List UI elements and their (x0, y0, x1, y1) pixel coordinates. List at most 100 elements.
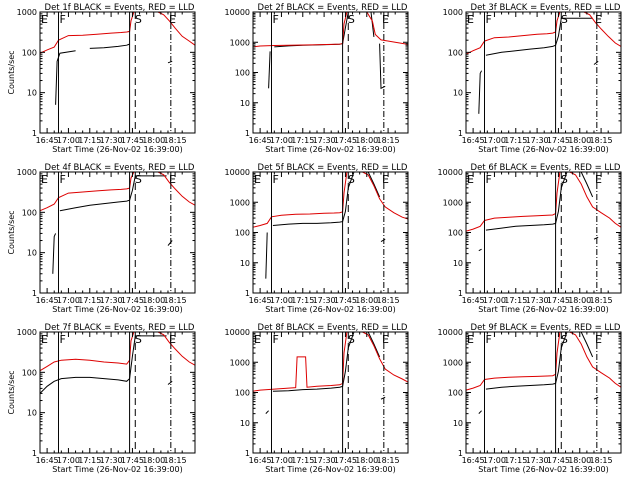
y-tick-label: 1000 (230, 358, 250, 367)
plot-frame (465, 331, 622, 454)
y-tick-label: 1000 (230, 38, 250, 47)
x-axis-label: Start Time (26-Nov-02 16:39:00) (52, 145, 182, 154)
y-tick-label: 10 (27, 409, 37, 418)
x-tick-label: 17:00 (483, 296, 506, 305)
event-marker-f: F (59, 333, 65, 346)
panel-title: Det 4f BLACK = Events, RED = LLD (45, 163, 195, 173)
x-axis-label: Start Time (26-Nov-02 16:39:00) (265, 305, 395, 314)
event-marker-f: F (59, 13, 65, 26)
panel-7: Det 7f BLACK = Events, RED = LLD16:4517:… (7, 323, 196, 474)
x-axis-label: Start Time (26-Nov-02 16:39:00) (478, 145, 608, 154)
plot-frame (252, 331, 409, 454)
y-tick-label: 10 (27, 89, 37, 98)
y-tick-label: 10000 (438, 168, 463, 177)
event-marker-e: E (595, 333, 602, 346)
x-tick-label: 18:00 (142, 456, 165, 465)
y-tick-label: 1 (458, 449, 463, 458)
y-tick-label: 10 (240, 259, 250, 268)
event-marker-f: F (485, 173, 491, 186)
x-tick-label: 17:15 (78, 296, 101, 305)
series-lld-line (39, 171, 196, 212)
x-axis-label: Start Time (26-Nov-02 16:39:00) (478, 465, 608, 474)
x-tick-label: 17:15 (291, 136, 314, 145)
plot-frame (465, 11, 622, 134)
y-tick-label: 1000 (443, 198, 463, 207)
event-marker-e: E (254, 173, 261, 186)
x-tick-label: 17:15 (504, 296, 527, 305)
series-events-line (593, 236, 599, 240)
series-events-line (268, 51, 271, 89)
y-tick-label: 100 (235, 389, 250, 398)
x-tick-label: 17:45 (547, 456, 570, 465)
series-events-line (167, 380, 173, 385)
event-marker-s: S (348, 13, 355, 26)
plot-frame (465, 171, 622, 294)
y-tick-label: 10 (240, 99, 250, 108)
x-tick-label: 17:45 (121, 456, 144, 465)
plot-frame (39, 331, 196, 454)
x-axis-label: Start Time (26-Nov-02 16:39:00) (265, 145, 395, 154)
plot-frame (39, 11, 196, 134)
x-tick-label: 18:00 (568, 456, 591, 465)
x-tick-label: 16:45 (249, 136, 272, 145)
y-tick-label: 100 (235, 229, 250, 238)
event-marker-e: E (41, 173, 48, 186)
x-tick-label: 18:00 (355, 296, 378, 305)
x-tick-label: 17:30 (526, 456, 549, 465)
event-marker-f: F (272, 333, 278, 346)
series-events-line (380, 396, 386, 400)
y-tick-label: 1 (458, 289, 463, 298)
event-marker-s: S (561, 333, 568, 346)
x-tick-label: 18:15 (377, 456, 400, 465)
panel-title: Det 9f BLACK = Events, RED = LLD (471, 323, 621, 333)
y-axis-label: Counts/sec (7, 210, 16, 254)
series-events-line (478, 248, 482, 252)
y-tick-label: 10000 (225, 328, 250, 337)
event-marker-s: S (135, 13, 142, 26)
x-tick-label: 17:00 (57, 296, 80, 305)
x-tick-label: 17:45 (334, 456, 357, 465)
event-marker-e: E (169, 173, 176, 186)
x-axis-label: Start Time (26-Nov-02 16:39:00) (52, 465, 182, 474)
series-lld-line (252, 331, 409, 392)
event-marker-e: E (382, 173, 389, 186)
x-tick-label: 17:30 (313, 136, 336, 145)
panel-6: Det 6f BLACK = Events, RED = LLD16:4517:… (438, 163, 622, 314)
y-tick-label: 1000 (443, 8, 463, 17)
series-events-line (485, 171, 594, 231)
event-marker-e: E (254, 333, 261, 346)
x-tick-label: 18:15 (377, 296, 400, 305)
panel-1: Det 1f BLACK = Events, RED = LLD16:4517:… (7, 3, 196, 154)
x-tick-label: 16:45 (462, 136, 485, 145)
event-marker-e: E (467, 173, 474, 186)
x-tick-label: 16:45 (36, 456, 59, 465)
x-tick-label: 17:30 (313, 296, 336, 305)
series-events-line (274, 11, 375, 48)
panel-title: Det 1f BLACK = Events, RED = LLD (45, 3, 195, 13)
panel-2: Det 2f BLACK = Events, RED = LLD16:4517:… (225, 3, 409, 154)
x-tick-label: 16:45 (36, 296, 59, 305)
event-marker-e: E (41, 333, 48, 346)
panel-title: Det 6f BLACK = Events, RED = LLD (471, 163, 621, 173)
series-events-line (485, 331, 594, 390)
event-marker-e: E (382, 13, 389, 26)
panel-title: Det 5f BLACK = Events, RED = LLD (258, 163, 408, 173)
y-tick-label: 10 (240, 419, 250, 428)
x-tick-label: 18:15 (164, 136, 187, 145)
series-events-line (52, 233, 57, 274)
x-tick-label: 18:15 (164, 296, 187, 305)
y-tick-label: 10 (453, 259, 463, 268)
series-events-line (478, 410, 482, 414)
x-tick-label: 16:45 (249, 296, 272, 305)
x-tick-label: 17:00 (483, 136, 506, 145)
y-tick-label: 100 (235, 69, 250, 78)
series-events-line (265, 410, 269, 414)
plot-frame (39, 171, 196, 294)
panel-4: Det 4f BLACK = Events, RED = LLD16:4517:… (7, 163, 196, 314)
y-tick-label: 1 (245, 129, 250, 138)
series-events-line (39, 335, 167, 394)
x-tick-label: 17:30 (100, 296, 123, 305)
series-events-line (167, 60, 173, 64)
y-tick-label: 1000 (17, 328, 37, 337)
x-tick-label: 17:00 (483, 456, 506, 465)
